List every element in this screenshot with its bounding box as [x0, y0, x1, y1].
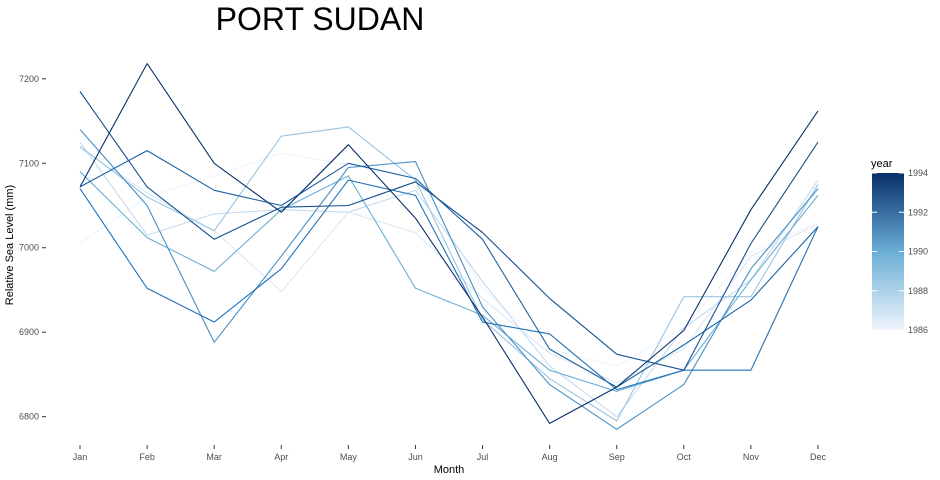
y-tick-label: 6900 — [19, 327, 39, 337]
x-tick-label: Apr — [274, 452, 288, 462]
chart-title: PORT SUDAN — [216, 1, 425, 37]
series-line — [79, 126, 819, 422]
x-tick-label: Mar — [206, 452, 222, 462]
legend-tick-label: 1990 — [908, 247, 928, 257]
y-tick-label: 7000 — [19, 243, 39, 253]
y-tick-label: 7100 — [19, 158, 39, 168]
series-line — [79, 91, 819, 371]
x-axis-title: Month — [434, 464, 465, 476]
series-line — [79, 171, 819, 392]
series-line — [79, 179, 819, 391]
y-axis-title: Relative Sea Level (mm) — [4, 185, 16, 305]
legend-colorbar — [872, 173, 904, 330]
series-line — [79, 150, 819, 388]
x-tick-label: Jul — [477, 452, 489, 462]
x-tick-label: May — [340, 452, 358, 462]
x-tick-label: Aug — [542, 452, 558, 462]
x-tick-label: Sep — [609, 452, 625, 462]
plot-lines — [79, 63, 819, 430]
series-line — [79, 141, 819, 418]
series-line — [79, 63, 819, 424]
y-tick-label: 7200 — [19, 74, 39, 84]
series-line — [79, 147, 819, 384]
legend-title: year — [871, 158, 893, 170]
legend-tick-label: 1988 — [908, 286, 928, 296]
series-line — [79, 129, 819, 430]
x-axis: Jan Feb Mar Apr May Jun Jul Aug Sep Oct Nov Dec — [73, 445, 827, 462]
x-tick-label: Oct — [677, 452, 692, 462]
x-tick-label: Dec — [810, 452, 827, 462]
y-tick-label: 6800 — [19, 412, 39, 422]
x-tick-label: Jan — [73, 452, 88, 462]
x-tick-label: Nov — [743, 452, 760, 462]
x-tick-label: Jun — [408, 452, 423, 462]
legend-tick-label: 1992 — [908, 207, 928, 217]
x-tick-label: Feb — [139, 452, 155, 462]
legend-tick-label: 1994 — [908, 168, 928, 178]
series-line — [79, 152, 819, 367]
y-axis: 6800 6900 7000 7100 7200 — [19, 74, 46, 422]
legend: year 1986 1988 1990 1992 1994 — [871, 158, 928, 335]
legend-tick-label: 1986 — [908, 325, 928, 335]
